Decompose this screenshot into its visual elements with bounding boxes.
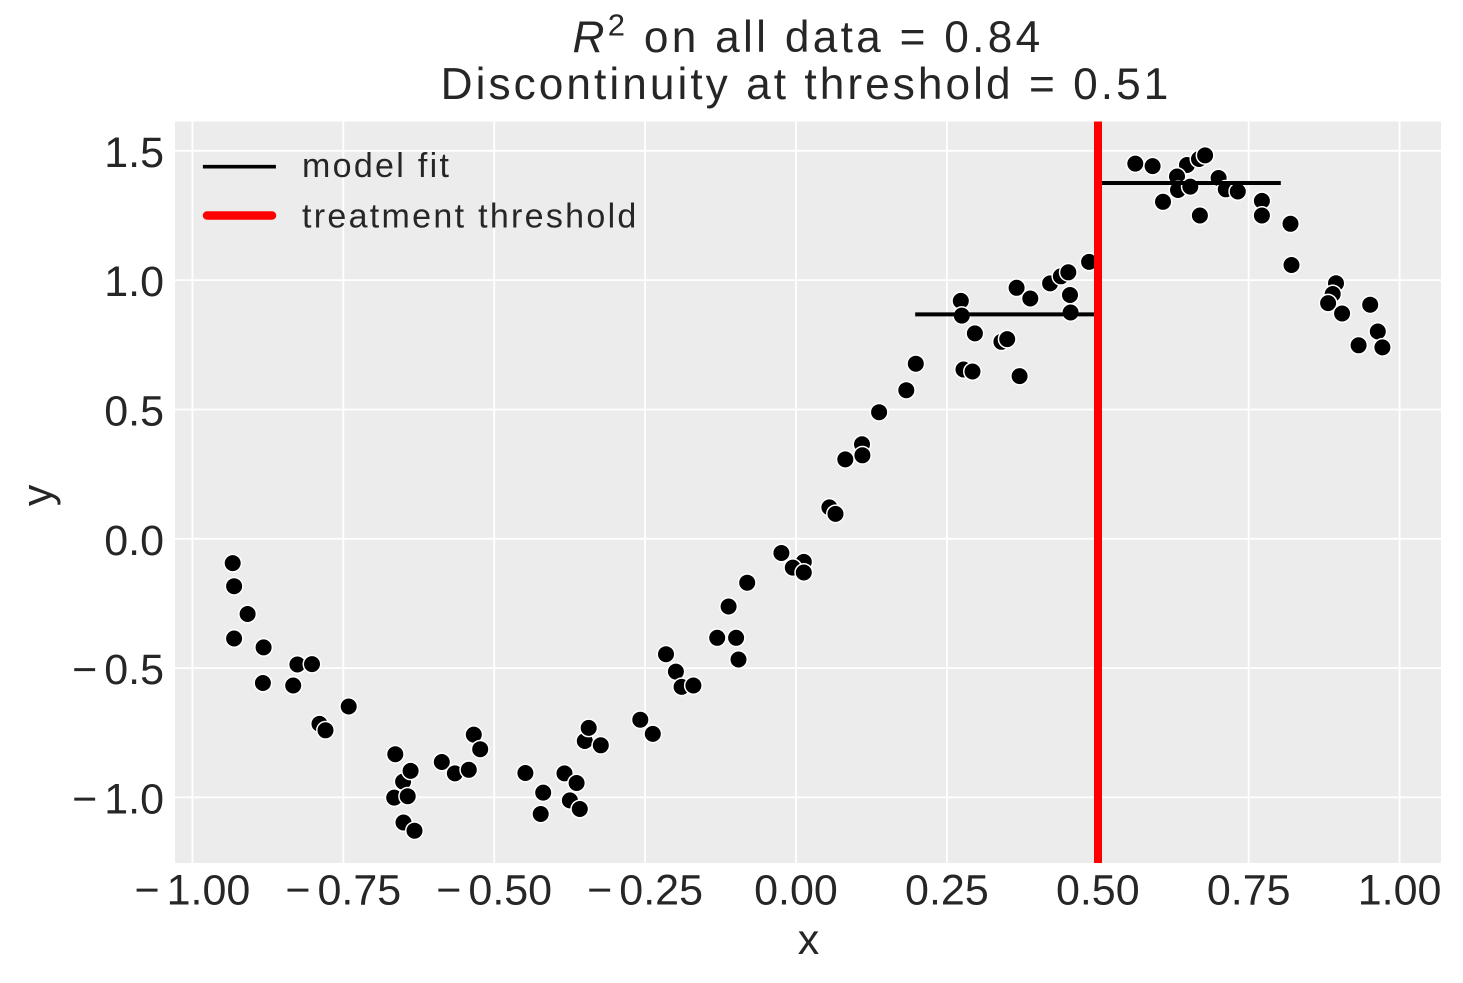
svg-text:−0.5: −0.5 — [72, 646, 164, 694]
svg-text:−1.00: −1.00 — [134, 867, 250, 915]
svg-text:−0.75: −0.75 — [285, 867, 401, 915]
svg-text:0.00: 0.00 — [754, 867, 838, 915]
svg-text:0.5: 0.5 — [104, 388, 164, 436]
svg-text:model fit: model fit — [302, 147, 451, 185]
svg-text:y: y — [13, 484, 61, 506]
svg-text:−0.50: −0.50 — [436, 867, 552, 915]
svg-text:0.75: 0.75 — [1207, 867, 1291, 915]
svg-text:treatment threshold: treatment threshold — [302, 198, 639, 236]
svg-text:Discontinuity at threshold = 0: Discontinuity at threshold = 0.51 — [441, 60, 1172, 109]
svg-text:R2 on all data = 0.84: R2 on all data = 0.84 — [572, 8, 1043, 63]
svg-text:−1.0: −1.0 — [72, 775, 164, 823]
svg-text:0.50: 0.50 — [1056, 867, 1140, 915]
svg-text:1.00: 1.00 — [1358, 867, 1442, 915]
svg-text:0.0: 0.0 — [104, 517, 164, 565]
svg-text:1.5: 1.5 — [104, 129, 164, 177]
svg-text:0.25: 0.25 — [905, 867, 989, 915]
svg-text:x: x — [798, 916, 820, 964]
svg-text:1.0: 1.0 — [104, 258, 164, 306]
svg-text:−0.25: −0.25 — [587, 867, 703, 915]
